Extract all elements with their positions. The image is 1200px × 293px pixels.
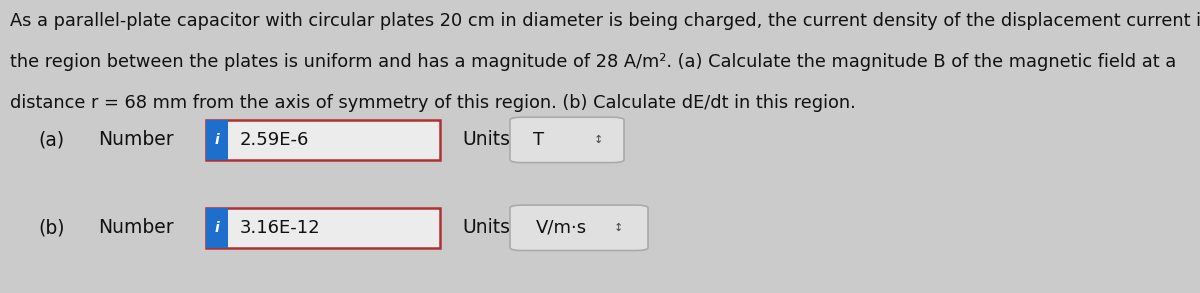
- Text: Units: Units: [462, 130, 510, 149]
- Text: V/m·s: V/m·s: [535, 219, 587, 237]
- Text: T: T: [533, 131, 544, 149]
- FancyBboxPatch shape: [206, 208, 440, 248]
- Text: ↕: ↕: [614, 223, 624, 233]
- FancyBboxPatch shape: [510, 205, 648, 251]
- FancyBboxPatch shape: [206, 208, 228, 248]
- Text: (b): (b): [38, 218, 65, 237]
- Text: 2.59E-6: 2.59E-6: [240, 131, 310, 149]
- FancyBboxPatch shape: [206, 120, 228, 160]
- Text: 3.16E-12: 3.16E-12: [240, 219, 320, 237]
- Text: Units: Units: [462, 218, 510, 237]
- Text: i: i: [215, 221, 220, 235]
- Text: the region between the plates is uniform and has a magnitude of 28 A/m². (a) Cal: the region between the plates is uniform…: [10, 53, 1176, 71]
- Text: Number: Number: [98, 130, 174, 149]
- Text: Number: Number: [98, 218, 174, 237]
- FancyBboxPatch shape: [206, 120, 440, 160]
- Text: distance r = 68 mm from the axis of symmetry of this region. (b) Calculate dE/dt: distance r = 68 mm from the axis of symm…: [10, 94, 856, 112]
- Text: As a parallel-plate capacitor with circular plates 20 cm in diameter is being ch: As a parallel-plate capacitor with circu…: [10, 12, 1200, 30]
- Text: ↕: ↕: [594, 135, 604, 145]
- FancyBboxPatch shape: [510, 117, 624, 163]
- Text: (a): (a): [38, 130, 65, 149]
- Text: i: i: [215, 133, 220, 147]
